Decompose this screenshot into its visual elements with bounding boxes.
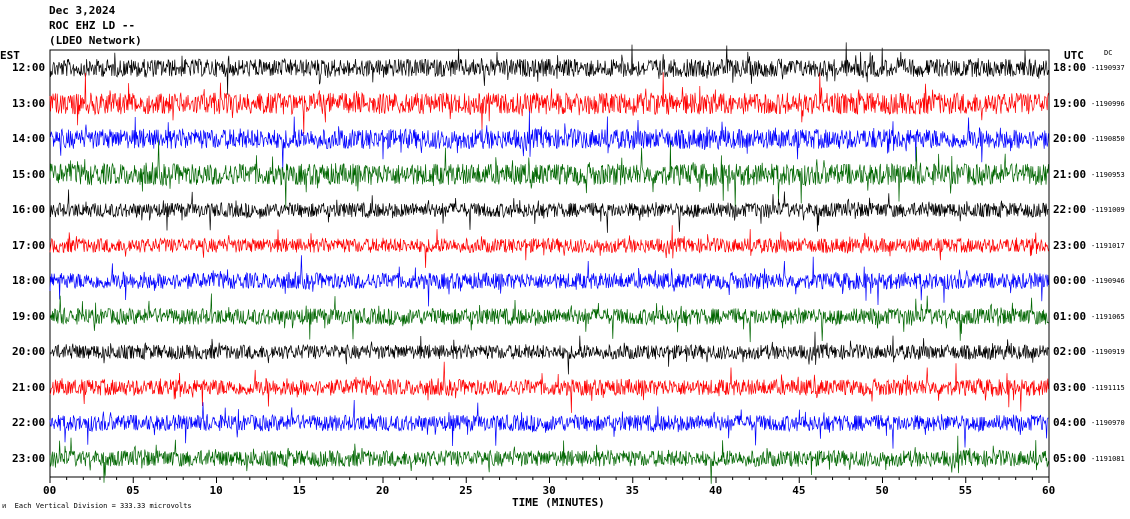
est-label: 15:00 — [12, 167, 46, 181]
utc-label: 19:00 — [1053, 96, 1087, 110]
dc-offset-label: -1191009 — [1091, 206, 1125, 214]
est-label: 16:00 — [12, 203, 46, 216]
trace-1700 — [49, 225, 1049, 268]
x-tick-label: 60 — [1042, 484, 1056, 497]
footer-text: Each Vertical Division = 333.33 microvol… — [14, 502, 192, 510]
trace-1800 — [49, 255, 1049, 307]
est-label: 12:00 — [12, 61, 46, 74]
dc-offset-label: -1191065 — [1091, 312, 1125, 321]
x-tick-label: 05 — [126, 484, 140, 497]
est-label: 23:00 — [12, 451, 46, 465]
x-tick-label: 45 — [792, 484, 806, 497]
station-code: ROC EHZ LD -- — [49, 19, 136, 32]
plot-frame — [49, 49, 1050, 478]
dc-offset-label: -1191115 — [1091, 383, 1125, 392]
trace-2300 — [49, 435, 1049, 484]
footer-scale-note: ᴎ Each Vertical Division = 333.33 microv… — [2, 502, 192, 510]
trace-1400 — [49, 111, 1049, 170]
right-zone-label: UTC — [1064, 49, 1084, 62]
dc-offset-label: -1190946 — [1091, 277, 1125, 285]
trace-1900 — [49, 293, 1049, 343]
trace-group — [49, 42, 1049, 484]
utc-label: 05:00 — [1053, 451, 1087, 465]
left-zone-label: EST — [0, 49, 20, 62]
est-label: 19:00 — [12, 309, 46, 323]
trace-1500 — [49, 140, 1049, 209]
x-tick-label: 40 — [709, 484, 723, 497]
utc-label: 02:00 — [1053, 345, 1087, 358]
record-date: Dec 3,2024 — [49, 4, 116, 17]
utc-label: 20:00 — [1053, 132, 1087, 145]
dc-offset-label: -1190850 — [1091, 135, 1125, 143]
dc-label: DC — [1104, 49, 1113, 57]
est-label: 13:00 — [12, 96, 46, 110]
footer-mark: ᴎ — [2, 502, 15, 510]
x-tick-label: 20 — [376, 484, 390, 497]
utc-label: 21:00 — [1053, 167, 1087, 181]
trace-1600 — [49, 189, 1049, 233]
dc-offset-label: -1190937 — [1091, 64, 1125, 72]
x-tick-group — [49, 477, 1050, 483]
utc-label: 03:00 — [1053, 380, 1087, 394]
utc-label: 00:00 — [1053, 274, 1087, 287]
x-tick-label: 10 — [209, 484, 223, 497]
trace-1200 — [49, 42, 1049, 95]
x-axis-title: TIME (MINUTES) — [512, 496, 605, 509]
x-tick-label: 15 — [292, 484, 306, 497]
x-tick-label: 25 — [459, 484, 473, 497]
x-tick-label: 55 — [958, 484, 972, 497]
est-label: 21:00 — [12, 380, 46, 394]
trace-1300 — [49, 72, 1049, 134]
dc-offset-label: -1190953 — [1091, 170, 1125, 179]
dc-offset-label: -1190970 — [1091, 419, 1125, 427]
est-label: 20:00 — [12, 345, 46, 358]
trace-2000 — [49, 331, 1049, 375]
network-name: (LDEO Network) — [49, 34, 142, 47]
x-tick-label: 50 — [875, 484, 889, 497]
utc-label: 18:00 — [1053, 61, 1087, 74]
dc-offset-label: -1190996 — [1091, 99, 1125, 108]
x-tick-label: 35 — [625, 484, 639, 497]
dc-offset-label: -1190919 — [1091, 348, 1125, 356]
utc-label: 01:00 — [1053, 309, 1087, 323]
utc-label: 23:00 — [1053, 238, 1087, 252]
dc-offset-label: -1191081 — [1091, 454, 1125, 463]
est-label: 17:00 — [12, 238, 46, 252]
trace-2200 — [49, 399, 1049, 449]
x-tick-label: 30 — [542, 484, 556, 497]
est-label: 14:00 — [12, 132, 46, 145]
trace-2100 — [49, 361, 1049, 413]
x-tick-label: 00 — [43, 484, 57, 497]
utc-label: 04:00 — [1053, 416, 1087, 429]
est-label: 18:00 — [12, 274, 46, 287]
dc-offset-label: -1191017 — [1091, 241, 1125, 250]
utc-label: 22:00 — [1053, 203, 1087, 216]
est-label: 22:00 — [12, 416, 46, 429]
